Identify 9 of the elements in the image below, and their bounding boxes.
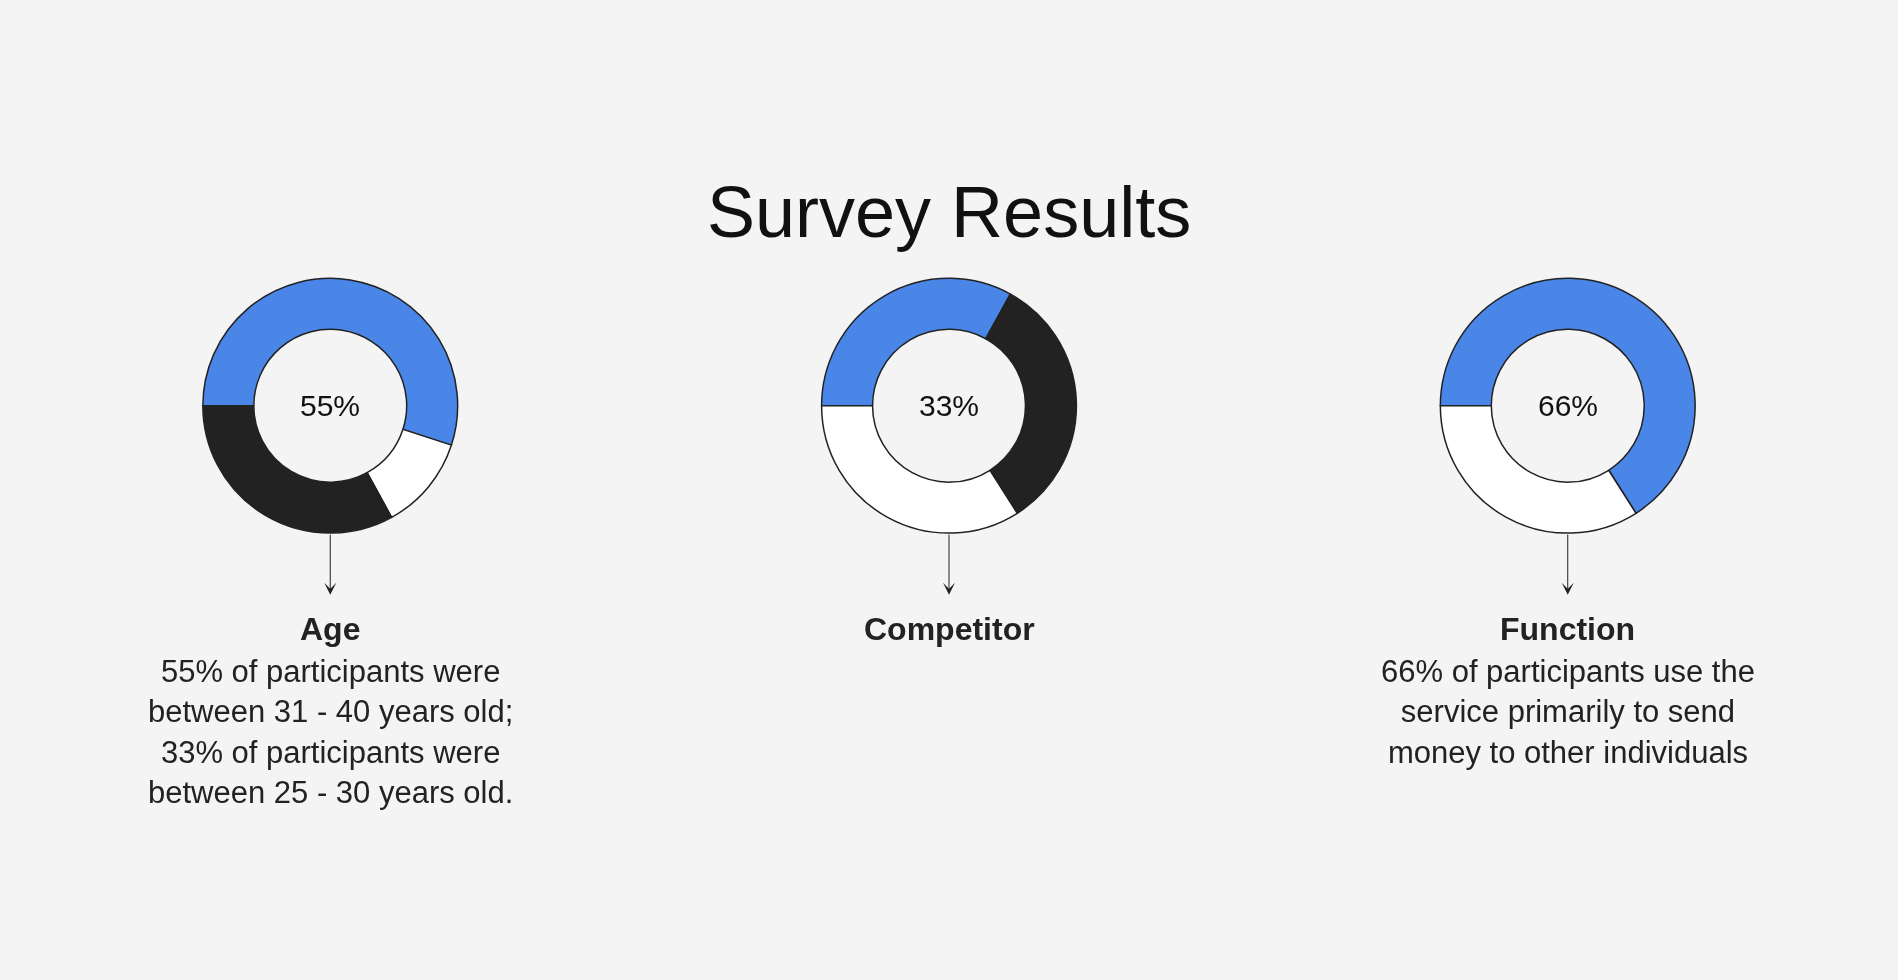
text: 66% <box>1538 389 1599 422</box>
text: Function <box>1500 611 1636 647</box>
text: Age <box>300 611 361 647</box>
text: 55% <box>300 389 361 422</box>
text: 66% of participants use the service primarily to send money to other individuals <box>1381 654 1755 770</box>
text: 55% of participants were between 31 - 40 years old; 33% of participants were between 25 - 30 years old. <box>148 654 514 810</box>
text: Survey Results <box>707 172 1192 252</box>
text: 33% <box>919 389 980 422</box>
text: Competitor <box>864 611 1035 647</box>
